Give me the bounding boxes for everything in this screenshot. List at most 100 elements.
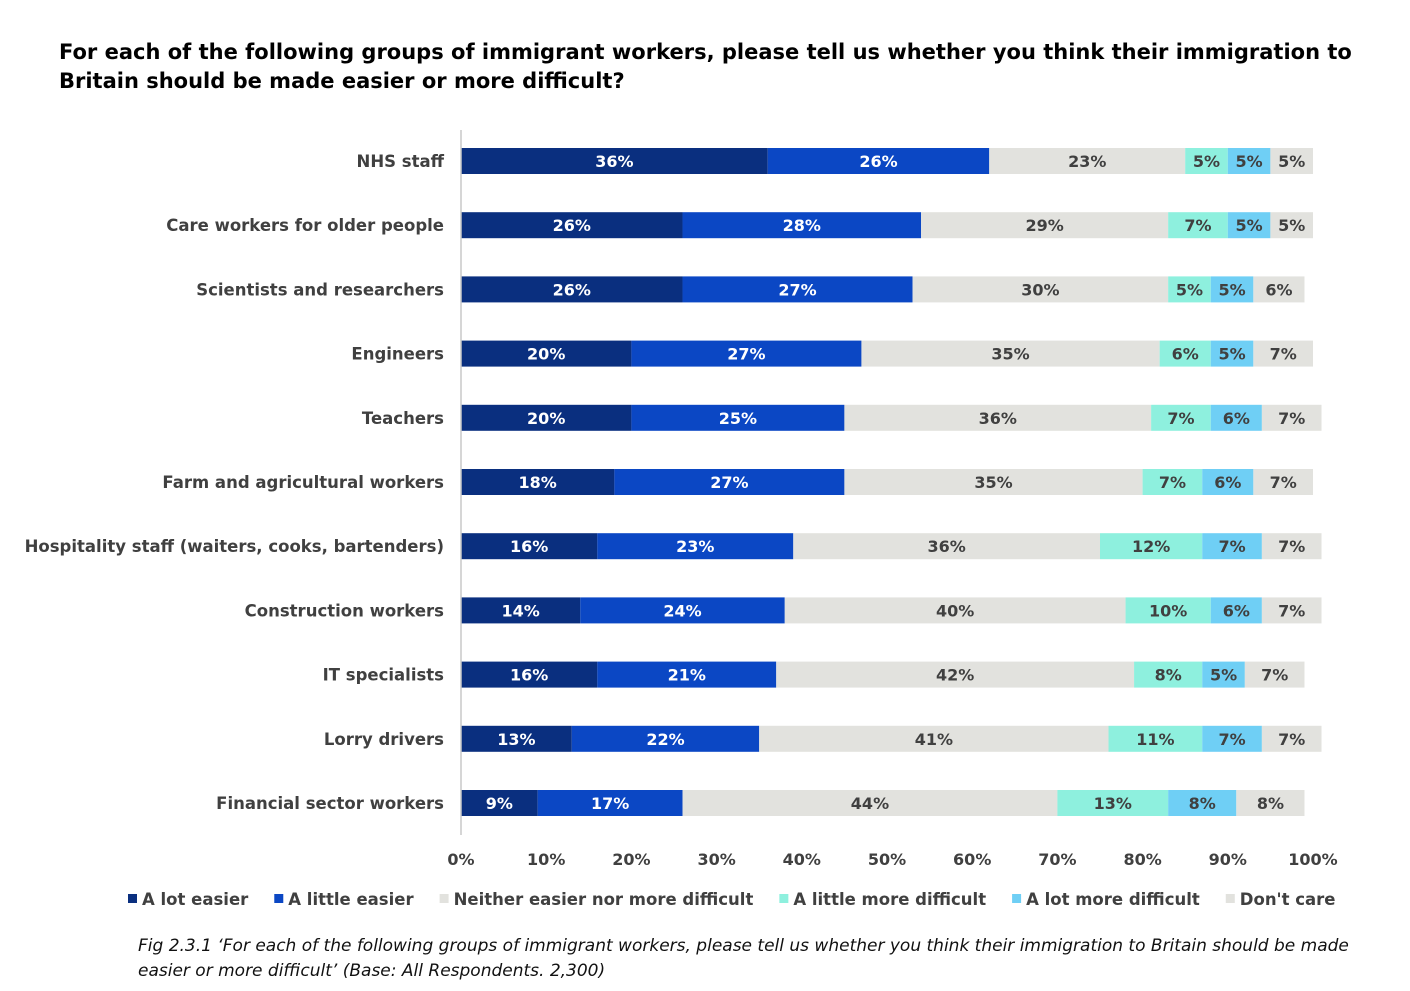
bar-segment [682,276,913,303]
data-label: 7% [1261,666,1288,685]
x-tick-label: 0% [447,850,474,869]
category-label: Construction workers [245,601,445,620]
bar-segment [461,276,683,303]
data-label: 35% [991,345,1029,364]
x-tick-label: 70% [1038,850,1076,869]
x-tick-label: 40% [783,850,821,869]
data-label: 26% [859,152,897,171]
bar-segment [461,212,683,239]
x-tick-label: 100% [1288,850,1337,869]
bar-segment [1057,790,1169,816]
bar-segment [1244,661,1305,688]
x-tick-label: 60% [953,850,991,869]
bar-segment [759,725,1109,752]
data-label: 35% [974,473,1012,492]
x-tick-label: 80% [1123,850,1161,869]
bar-segment [571,725,760,752]
bar-segment [682,212,922,239]
x-tick-label: 90% [1209,850,1247,869]
x-tick-label: 10% [527,850,565,869]
bar-segment [1185,148,1228,174]
bar-segment [1134,661,1203,688]
bar-segment [1108,725,1203,752]
legend-label: Don't care [1240,890,1336,909]
data-label: 12% [1132,537,1170,556]
data-label: 23% [1068,152,1106,171]
figure-caption: Fig 2.3.1 ‘For each of the following gro… [138,934,1378,984]
legend-layer: A lot easier A little easier Neither easie… [128,890,1336,909]
data-label: 26% [553,280,591,299]
data-label: 16% [510,537,548,556]
bar-segment [1261,725,1322,752]
bar-segment [861,340,1160,367]
data-label: 27% [727,345,765,364]
x-tick-label: 50% [868,850,906,869]
bar-segment [461,790,538,816]
data-label: 6% [1172,345,1199,364]
data-label: 7% [1270,473,1297,492]
chart-title: For each of the following groups of immi… [59,40,1352,93]
bar-segment [844,469,1143,495]
figure-caption-text: ‘For each of the following groups of imm… [138,936,1349,981]
data-label: 7% [1218,730,1245,749]
bar-segment [844,404,1152,431]
data-label: 36% [979,409,1017,428]
legend-swatch [274,894,284,903]
bar-segment [1227,148,1271,174]
category-labels-layer: NHS staff Care workers for older people Sc… [25,152,445,813]
data-label: 5% [1236,152,1263,171]
legend-swatch [779,894,789,903]
data-label: 30% [1021,280,1059,299]
bar-segment [1168,212,1228,239]
bar-segment [921,212,1169,239]
bar-segment [776,661,1135,688]
category-label: Lorry drivers [324,730,444,749]
bar-segment [793,533,1100,560]
data-label: 5% [1210,666,1237,685]
category-label: Farm and agricultural workers [162,473,444,492]
data-label: 20% [527,345,565,364]
category-label: IT specialists [323,666,445,685]
data-label: 42% [936,666,974,685]
category-label: Financial sector workers [216,794,444,813]
bar-segment [1253,340,1313,367]
bar-segment [989,148,1186,174]
bar-segment [1142,469,1203,495]
data-label: 6% [1265,280,1292,299]
bar-segment [631,404,845,431]
data-label: 5% [1236,216,1263,235]
bar-segment [1159,340,1211,367]
data-label: 7% [1218,537,1245,556]
bar-segment [767,148,990,174]
data-label: 7% [1278,601,1305,620]
data-label: 5% [1218,280,1245,299]
data-label: 44% [851,794,889,813]
bar-segment [580,597,785,624]
data-label: 41% [915,730,953,749]
legend-label: Neither easier nor more difficult [454,890,754,909]
data-label: 5% [1278,216,1305,235]
bar-segment [614,469,845,495]
bar-segment [1236,790,1305,816]
bar-segment [1261,533,1322,560]
bar-segment [461,725,572,752]
bar-segment [1168,790,1237,816]
bar-segment [1202,469,1254,495]
data-label: 24% [663,601,701,620]
data-label: 5% [1176,280,1203,299]
data-label: 25% [719,409,757,428]
data-label: 17% [591,794,629,813]
category-label: Scientists and researchers [196,280,444,299]
bar-segment [912,276,1169,303]
x-tick-label: 30% [697,850,735,869]
data-label: 27% [778,280,816,299]
data-label: 6% [1223,601,1250,620]
legend-swatch [439,894,449,903]
legend-label: A lot easier [142,890,249,909]
category-label: Care workers for older people [166,216,444,235]
data-label: 5% [1193,152,1220,171]
bar-segment [1227,212,1271,239]
data-label: 5% [1218,345,1245,364]
bar-segment [1210,404,1262,431]
